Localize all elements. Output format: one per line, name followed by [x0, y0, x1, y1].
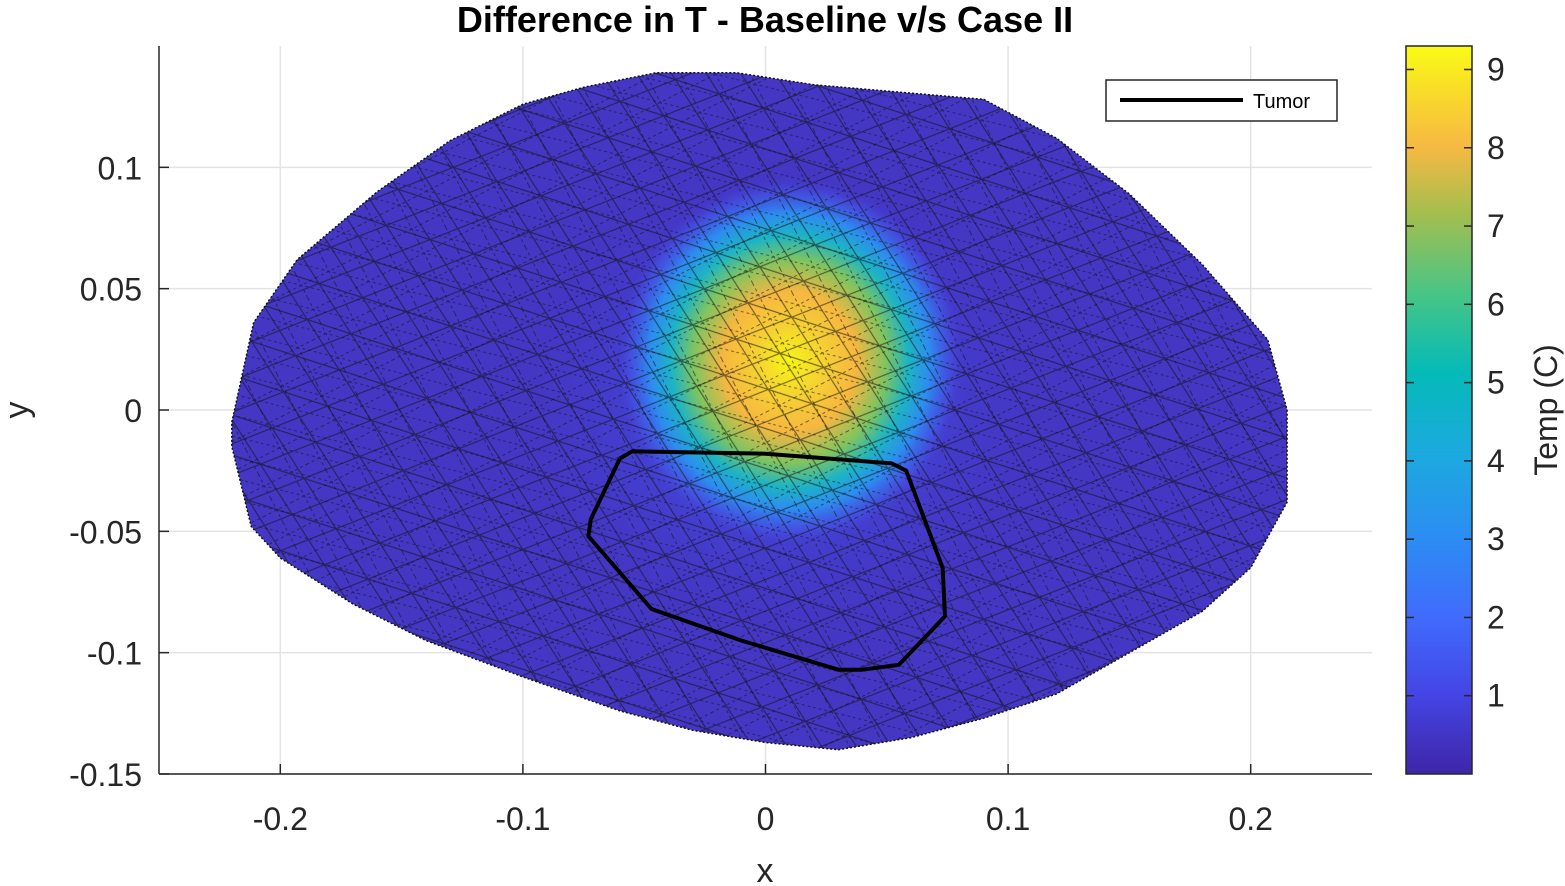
- y-tick-label: -0.05: [69, 514, 142, 550]
- x-tick-label: 0: [757, 801, 775, 837]
- y-tick-label: -0.1: [87, 636, 142, 672]
- colorbar: 1 2 3 4 5 6 7 8 9 Temp (C): [1405, 45, 1564, 775]
- legend-label-tumor: Tumor: [1253, 91, 1310, 113]
- colorbar-tick-label: 3: [1487, 521, 1505, 557]
- y-tick-label: 0.1: [98, 150, 142, 186]
- x-tick-label: 0.2: [1228, 801, 1272, 837]
- colorbar-tick-label: 9: [1487, 51, 1505, 87]
- colorbar-tick-label: 6: [1487, 286, 1505, 322]
- y-tick-label: 0.05: [80, 272, 142, 308]
- x-tick-label: -0.1: [495, 801, 550, 837]
- x-ticks: -0.2 -0.1 0 0.1 0.2: [253, 764, 1273, 837]
- colorbar-tick-label: 5: [1487, 365, 1505, 401]
- colorbar-tick-label: 1: [1487, 678, 1505, 714]
- y-tick-label: -0.15: [69, 757, 142, 793]
- legend: Tumor: [1105, 79, 1338, 122]
- colorbar-tick-label: 4: [1487, 443, 1505, 479]
- chart-title: Difference in T - Baseline v/s Case II: [457, 0, 1073, 40]
- y-axis-label: y: [0, 402, 36, 419]
- tumor-series: [586, 449, 947, 672]
- x-tick-label: -0.2: [253, 801, 308, 837]
- colorbar-label: Temp (C): [1528, 344, 1564, 476]
- y-ticks: -0.15 -0.1 -0.05 0 0.05 0.1: [69, 150, 169, 793]
- colorbar-tick-label: 7: [1487, 208, 1505, 244]
- colorbar-tick-label: 8: [1487, 130, 1505, 166]
- colorbar-ticks: 1 2 3 4 5 6 7 8 9: [1406, 51, 1505, 714]
- x-tick-label: 0.1: [986, 801, 1030, 837]
- domain-boundary: [231, 71, 1288, 751]
- tumor-outline: [586, 449, 947, 672]
- colorbar-gradient: [1405, 45, 1473, 775]
- colorbar-tick-label: 2: [1487, 599, 1505, 635]
- x-axis-label: x: [757, 852, 774, 886]
- y-tick-label: 0: [124, 393, 142, 429]
